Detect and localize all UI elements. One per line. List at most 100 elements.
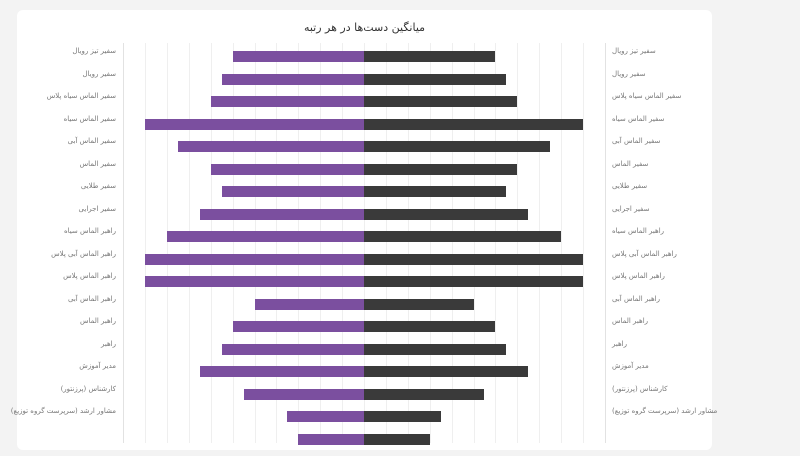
bar-left[interactable] [145,253,364,265]
category-label-left: راهبر الماس آبی [68,294,116,303]
bar-right[interactable] [364,433,430,445]
bar-left[interactable] [221,186,364,197]
gridline [342,43,343,443]
category-label-right: سفیر الماس سیاه پلاس [612,92,682,100]
category-label-right: سفیر الماس [612,159,649,168]
bar-right[interactable] [364,231,562,242]
bar-left[interactable] [199,208,364,220]
gridline [517,43,518,443]
category-label-right: مشاور ارشد (سرپرست گروه توزیع) [612,407,718,415]
gridline [430,43,431,443]
gridline [233,43,234,443]
category-label-right: سفیر الماس سیاه [612,114,665,123]
category-label-right: مدیر آموزش [612,362,649,370]
bar-right[interactable] [364,118,583,130]
category-label-left: راهبر الماس [79,317,116,325]
bar-right[interactable] [364,366,529,377]
bar-right[interactable] [364,298,474,310]
bar-left[interactable] [166,231,364,242]
bar-right[interactable] [364,276,583,287]
category-label-right: راهبر [612,339,627,348]
bar-right[interactable] [364,96,518,107]
category-label-right: راهبر الماس سیاه [612,227,665,235]
category-label-left: راهبر [101,339,116,348]
bar-right[interactable] [364,51,496,62]
bar-right[interactable] [364,253,583,265]
category-label-left: سفیر الماس سیاه پلاس [46,92,116,100]
chart-row: سفیر الماس سیاه سفیر الماس سیاه [0,115,800,141]
bar-left[interactable] [287,411,364,422]
bar-left[interactable] [145,118,364,130]
chart-row: سفیر الماس سیاه پلاس سفیر الماس سیاه پلاس [0,92,800,118]
category-label-right: راهبر الماس آبی پلاس [612,249,677,258]
chart-row: کارشناس (پرزنتور) کارشناس (پرزنتور) [0,385,800,411]
chart-row: راهبر الماس راهبر الماس [0,317,800,343]
category-label-left: سفیر رویال [82,69,116,78]
gridline [276,43,277,443]
bar-left[interactable] [254,298,364,310]
bar-left[interactable] [210,96,364,107]
gridline [583,43,584,443]
gridline [495,43,496,443]
bar-left[interactable] [243,388,364,400]
category-label-right: کارشناس (پرزنتور) [612,384,668,393]
chart-row: سفیر رویال سفیر رویال [0,70,800,96]
category-label-left: راهبر الماس پلاس [63,272,116,280]
bar-right[interactable] [364,321,496,332]
category-label-left: سفیر تیز رویال [72,47,116,55]
category-label-right: سفیر اجرایی [612,204,650,213]
category-label-left: مدیر آموزش [79,362,116,370]
bar-left[interactable] [232,51,364,62]
gridline [474,43,475,443]
category-label-left: راهبر الماس آبی پلاس [51,249,116,258]
gridline [561,43,562,443]
gridline [255,43,256,443]
chart-row: سفیر طلایی سفیر طلایی [0,182,800,208]
bar-left[interactable] [221,73,364,85]
bar-right[interactable] [364,141,551,152]
bar-right[interactable] [364,163,518,175]
gridline [386,43,387,443]
category-label-right: راهبر الماس [612,317,649,325]
bar-left[interactable] [221,343,364,355]
chart-row: راهبر الماس آبی پلاس راهبر الماس آبی پلاس [0,250,800,276]
chart-row [0,433,800,456]
category-label-left: سفیر الماس [79,159,116,168]
bar-left[interactable] [199,366,364,377]
category-label-left: سفیر طلایی [80,182,116,190]
chart-row: راهبر راهبر [0,340,800,366]
chart-row: سفیر اجرایی سفیر اجرایی [0,205,800,231]
category-label-right: سفیر تیز رویال [612,47,656,55]
bar-left[interactable] [232,321,364,332]
bar-left[interactable] [210,163,364,175]
category-label-left: کارشناس (پرزنتور) [60,384,116,393]
category-label-right: سفیر الماس آبی [612,137,661,145]
gridline [145,43,146,443]
bar-left[interactable] [177,141,364,152]
bar-right[interactable] [364,388,485,400]
right-axis-line [605,43,606,443]
category-label-left: سفیر اجرایی [78,204,116,213]
bar-right[interactable] [364,343,507,355]
category-label-left: سفیر الماس آبی [67,137,116,145]
category-label-left: مشاور ارشد (سرپرست گروه توزیع) [10,407,116,415]
chart-row: مدیر آموزش مدیر آموزش [0,362,800,388]
chart-row: راهبر الماس آبی راهبر الماس آبی [0,295,800,321]
bar-right[interactable] [364,73,507,85]
bar-right[interactable] [364,411,441,422]
gridline [189,43,190,443]
gridline [298,43,299,443]
bar-left[interactable] [145,276,364,287]
category-label-right: سفیر طلایی [612,182,648,190]
left-axis-line [123,43,124,443]
gridline [320,43,321,443]
bar-right[interactable] [364,186,507,197]
chart-row: راهبر الماس سیاه راهبر الماس سیاه [0,227,800,253]
bar-right[interactable] [364,208,529,220]
gridline [364,43,365,443]
category-label-left: راهبر الماس سیاه [63,227,116,235]
gridline [408,43,409,443]
chart-row: سفیر الماس سفیر الماس [0,160,800,186]
bar-left[interactable] [298,433,364,445]
chart-row: سفیر تیز رویال سفیر تیز رویال [0,47,800,73]
